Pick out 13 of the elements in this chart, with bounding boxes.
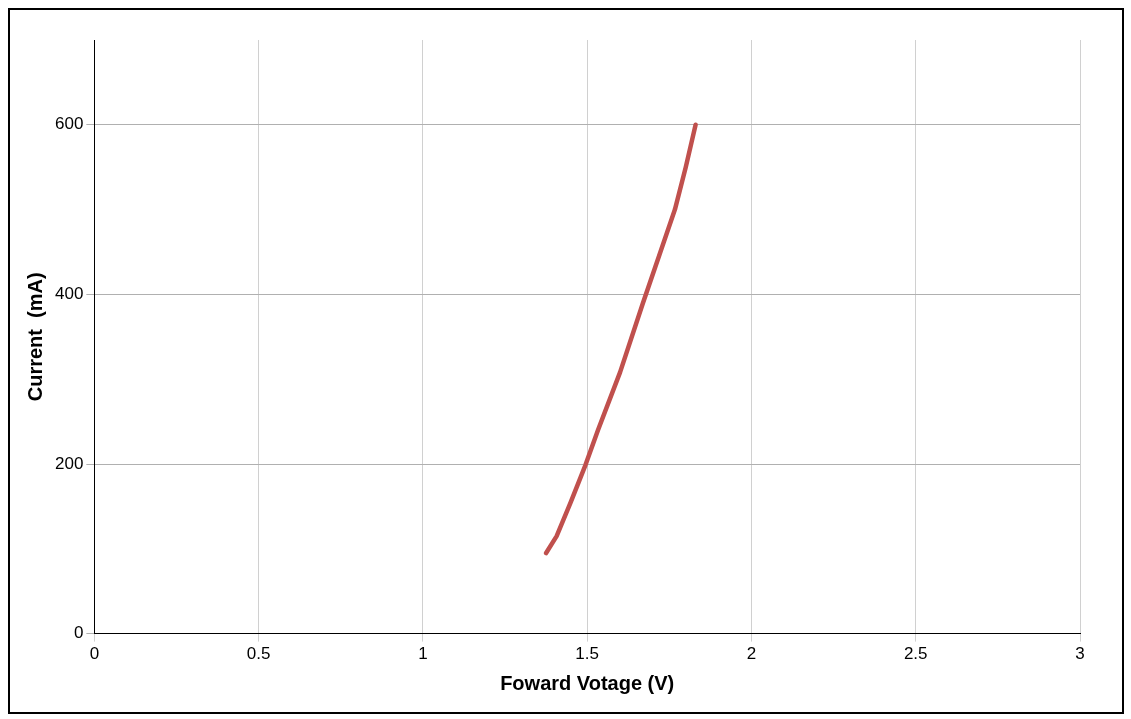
x-tick-label: 1.5 bbox=[575, 644, 599, 664]
y-tick-label: 200 bbox=[54, 453, 84, 473]
x-tick-label: 2.5 bbox=[903, 644, 928, 664]
x-axis-title: Foward Votage (V) bbox=[500, 671, 675, 694]
y-tick-label: 400 bbox=[54, 284, 84, 304]
x-tick-label: 1 bbox=[418, 644, 428, 664]
x-tick-label: 0.5 bbox=[246, 644, 271, 664]
x-tick-label: 2 bbox=[746, 644, 757, 664]
x-tick-label: 3 bbox=[1075, 644, 1085, 664]
y-axis-title: Current (mA) bbox=[23, 272, 46, 402]
y-tick-label: 0 bbox=[73, 623, 84, 643]
y-tick-label: 600 bbox=[54, 114, 84, 134]
x-tick-label: 0 bbox=[89, 644, 100, 664]
